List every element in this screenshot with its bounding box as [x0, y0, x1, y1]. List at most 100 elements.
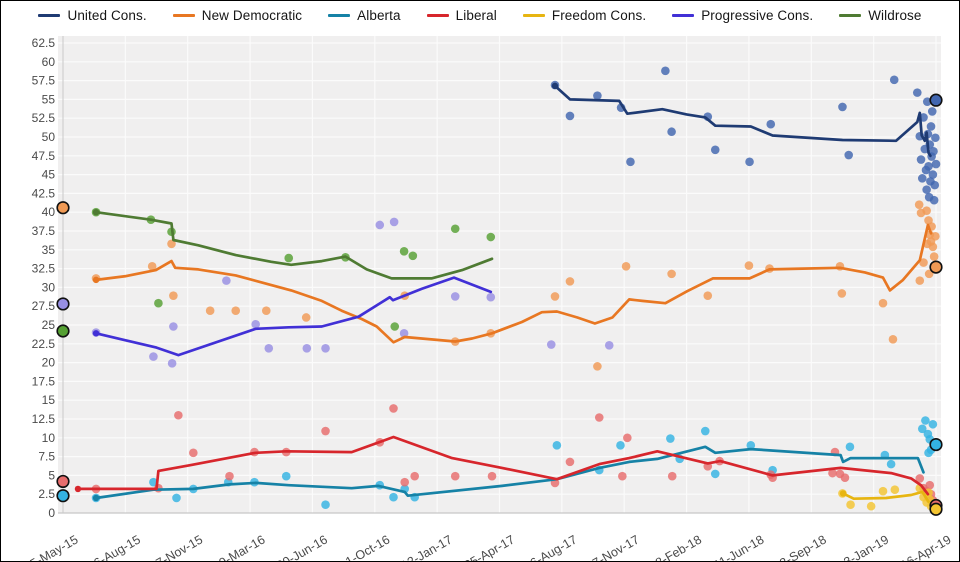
y-tick-label: 45 [42, 168, 56, 182]
election-result-marker-liberal [56, 474, 70, 489]
poll-dot [408, 251, 418, 261]
poll-dot [667, 269, 676, 279]
poll-dot [916, 155, 926, 164]
x-tick-label: 6-Aug-17 [528, 532, 580, 561]
poll-dot [886, 459, 896, 469]
legend-item-progressive-cons: Progressive Cons. [672, 8, 813, 23]
y-tick-label: 52.5 [32, 111, 56, 125]
legend-line-swatch [172, 14, 195, 17]
poll-dot [399, 328, 409, 338]
poll-dot [302, 344, 312, 353]
legend-line-swatch [328, 14, 351, 17]
legend-label: Alberta [357, 8, 401, 23]
y-tick-label: 17.5 [32, 374, 56, 388]
poll-dot [746, 441, 756, 450]
poll-dot [667, 127, 676, 137]
poll-dot [922, 185, 931, 194]
poll-dot [231, 306, 241, 316]
trend-start-dot [92, 494, 100, 502]
poll-dot [666, 434, 675, 443]
poll-dot [888, 334, 898, 344]
poll-dot [450, 292, 460, 301]
poll-dot [284, 253, 294, 263]
election-result-marker-freedom-cons [929, 502, 943, 516]
poll-dot [486, 292, 496, 302]
poll-dot [928, 170, 938, 179]
poll-dot [919, 258, 928, 267]
trend-line [553, 84, 932, 158]
poll-dot [390, 322, 400, 331]
poll-dot [912, 88, 922, 97]
trend-line [841, 490, 930, 504]
election-result-marker-new-democratic [56, 201, 70, 215]
y-tick-label: 42.5 [32, 186, 56, 200]
y-tick-label: 25 [42, 318, 56, 332]
poll-dot [565, 111, 575, 121]
trend-start-dot [551, 82, 559, 90]
poll-dot [450, 471, 460, 481]
trend-line [94, 210, 494, 280]
legend-label: United Cons. [67, 8, 147, 23]
poll-dot [222, 276, 231, 285]
y-tick-label: 47.5 [32, 149, 56, 163]
poll-dot [917, 174, 927, 183]
legend-item-wildrose: Wildrose [839, 8, 921, 23]
legend-line-swatch [839, 14, 862, 17]
poll-dot [667, 471, 677, 481]
poll-dot [546, 340, 556, 349]
poll-dot [375, 220, 385, 230]
poll-dot [927, 107, 937, 116]
poll-dot [710, 469, 720, 479]
poll-dot [922, 97, 932, 106]
poll-dot [844, 150, 853, 160]
poll-dot [264, 344, 274, 353]
poll-dot [281, 471, 291, 481]
poll-dot [890, 485, 900, 494]
trend-start-dot [92, 276, 100, 284]
poll-dot [486, 232, 496, 242]
poll-dot [321, 344, 330, 353]
legend-line-swatch [522, 14, 545, 17]
poll-dot [621, 262, 631, 271]
y-tick-label: 62.5 [32, 36, 56, 50]
y-axis-labels: 02.557.51012.51517.52022.52527.53032.535… [32, 36, 56, 520]
poll-dot [400, 477, 410, 487]
poll-dot [846, 500, 855, 510]
y-tick-label: 20 [42, 356, 56, 370]
poll-dot [845, 442, 855, 452]
legend-label: Progressive Cons. [701, 8, 814, 23]
election-result-marker-alberta [56, 489, 70, 503]
x-tick-label: 3-Jan-19 [841, 532, 891, 561]
legend-label: New Democratic [201, 8, 303, 23]
poll-dot [593, 91, 602, 100]
trend-start-dot [92, 209, 100, 216]
poll-dot [921, 416, 930, 425]
poll-dot [661, 66, 670, 76]
poll-dot [931, 133, 940, 143]
poll-dot [626, 157, 635, 167]
legend-label: Liberal [455, 8, 497, 23]
y-tick-label: 10 [42, 431, 56, 445]
poll-dot [929, 146, 938, 156]
trend-line [76, 435, 930, 496]
poll-dot [840, 473, 850, 482]
x-tick-label: 25-Apr-17 [462, 532, 517, 561]
poll-dot [915, 276, 925, 285]
x-tick-label: 28-Feb-18 [647, 532, 704, 561]
legend-label: Freedom Cons. [551, 8, 647, 23]
y-tick-label: 30 [42, 280, 56, 294]
poll-dot [929, 252, 939, 261]
poll-dot [926, 122, 936, 131]
poll-dot [828, 468, 837, 478]
poll-dot [399, 247, 409, 256]
poll-dot [169, 322, 178, 331]
legend-item-new-democratic: New Democratic [172, 8, 303, 23]
poll-dot [389, 217, 399, 227]
y-tick-label: 55 [42, 92, 56, 106]
poll-dot [929, 195, 939, 205]
poll-dot [205, 306, 215, 316]
poll-dot [618, 471, 627, 481]
y-tick-label: 27.5 [32, 299, 56, 313]
poll-dot [837, 289, 847, 298]
